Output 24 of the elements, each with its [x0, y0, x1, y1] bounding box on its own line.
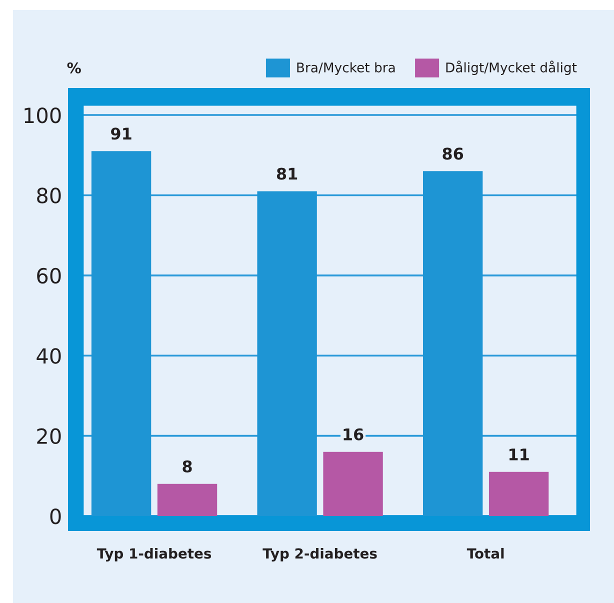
bar	[423, 171, 483, 516]
data-label: 81	[276, 168, 298, 180]
y-tick-label: 100	[24, 107, 61, 124]
x-tick-label: Typ 1-diabetes	[96, 548, 212, 562]
data-label: 16	[344, 428, 364, 440]
y-tick-label: 20	[37, 428, 61, 444]
y-axis-title: %	[67, 62, 81, 74]
x-tick-label: Total	[466, 548, 504, 559]
y-tick-label: 80	[37, 188, 61, 204]
bar	[323, 452, 383, 516]
y-tick-label: 0	[50, 508, 61, 524]
bar	[91, 151, 152, 516]
x-tick-label: Typ 2-diabetes	[262, 548, 377, 562]
y-tick-label: 40	[36, 348, 61, 364]
bar	[488, 472, 549, 516]
legend-label: Bra/Mycket bra	[297, 62, 395, 76]
legend-label: Dåligt/Mycket dåligt	[446, 60, 577, 76]
data-label: 86	[442, 148, 464, 160]
data-label: 11	[510, 448, 529, 460]
bar	[257, 191, 317, 516]
y-tick-label: 60	[37, 268, 61, 284]
bar	[157, 484, 218, 516]
data-label: 8	[182, 460, 192, 472]
data-label: 91	[111, 128, 132, 140]
